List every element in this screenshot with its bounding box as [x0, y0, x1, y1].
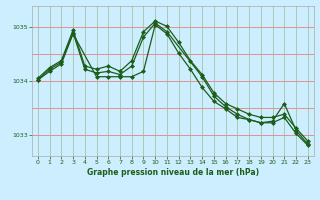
X-axis label: Graphe pression niveau de la mer (hPa): Graphe pression niveau de la mer (hPa) [87, 168, 259, 177]
